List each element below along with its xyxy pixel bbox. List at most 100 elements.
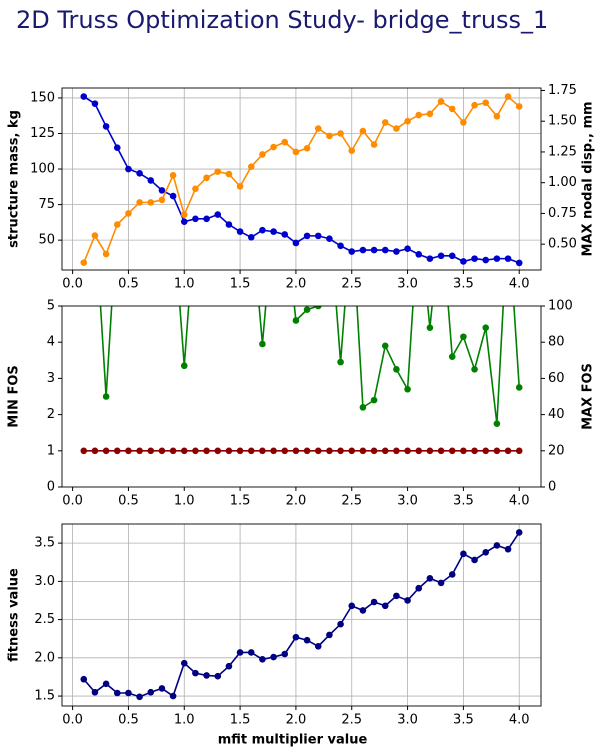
marker: [102, 680, 110, 688]
marker: [471, 447, 478, 455]
x-tick-label: 3.5: [453, 713, 474, 728]
marker: [292, 447, 300, 455]
marker: [102, 447, 110, 455]
x-axis-label: mfit multiplier value: [218, 733, 368, 748]
marker: [448, 105, 456, 113]
marker: [113, 221, 121, 228]
marker: [180, 659, 188, 667]
marker: [370, 598, 378, 606]
marker: [203, 174, 210, 182]
marker: [460, 119, 467, 126]
marker: [259, 447, 266, 455]
y2-tick-label: 80: [548, 335, 565, 350]
marker: [180, 218, 188, 225]
x-tick-label: 3.0: [397, 494, 418, 509]
x-tick-label: 2.5: [341, 277, 362, 292]
y-tick-label: 3.0: [34, 574, 55, 589]
y2-tick-label: 0: [548, 480, 556, 495]
marker: [471, 101, 478, 109]
marker: [426, 110, 434, 118]
y-tick-label: 5: [47, 299, 55, 314]
marker: [482, 324, 490, 332]
marker: [125, 165, 132, 173]
marker: [370, 246, 378, 254]
marker: [136, 170, 143, 177]
marker: [359, 607, 367, 614]
marker: [259, 226, 266, 234]
marker: [314, 125, 322, 132]
marker: [415, 584, 423, 592]
marker: [359, 246, 367, 254]
marker: [180, 362, 188, 370]
marker: [471, 556, 478, 564]
figure-title: 2D Truss Optimization Study- bridge_trus…: [16, 6, 548, 34]
marker: [460, 447, 467, 455]
x-tick-label: 2.0: [286, 713, 307, 728]
marker: [314, 447, 322, 455]
x-tick-label: 3.5: [453, 277, 474, 292]
marker: [270, 228, 277, 235]
marker: [147, 447, 155, 455]
marker: [404, 245, 411, 252]
marker: [91, 688, 99, 696]
marker: [292, 239, 300, 247]
marker: [236, 183, 244, 190]
marker: [460, 258, 467, 265]
marker: [471, 366, 478, 373]
marker: [471, 255, 478, 262]
marker: [270, 653, 277, 661]
marker: [359, 404, 367, 411]
marker: [314, 306, 322, 310]
marker: [91, 232, 99, 239]
marker: [113, 447, 121, 455]
y2-tick-label: 20: [548, 443, 565, 458]
marker: [515, 447, 523, 455]
marker: [381, 119, 389, 126]
marker: [415, 447, 423, 455]
marker: [158, 187, 166, 194]
series-line: [83, 531, 520, 698]
marker: [236, 228, 244, 235]
marker: [348, 447, 356, 455]
marker: [482, 256, 490, 264]
marker: [326, 132, 333, 140]
marker: [381, 447, 389, 455]
marker: [404, 597, 411, 604]
marker: [493, 447, 501, 455]
x-tick-label: 2.5: [341, 713, 362, 728]
marker: [337, 242, 344, 250]
marker: [448, 447, 456, 455]
marker: [448, 571, 456, 578]
marker: [515, 529, 523, 536]
marker: [314, 232, 322, 240]
marker: [426, 324, 434, 332]
axes-frame: [61, 523, 542, 707]
marker: [113, 144, 121, 152]
x-tick-label: 0.5: [118, 494, 139, 509]
marker: [225, 447, 233, 455]
marker: [326, 447, 333, 455]
marker: [437, 98, 445, 105]
marker: [381, 342, 389, 350]
marker: [303, 232, 311, 240]
marker: [214, 447, 222, 455]
marker: [180, 447, 188, 455]
plot-area: [80, 306, 523, 455]
marker: [259, 340, 266, 348]
marker: [136, 447, 143, 455]
y2-tick-label: 1.25: [548, 144, 577, 159]
marker: [281, 231, 289, 238]
marker: [437, 447, 445, 455]
marker: [113, 689, 121, 697]
marker: [493, 112, 501, 120]
marker: [169, 192, 177, 200]
marker: [515, 103, 523, 110]
marker: [303, 144, 311, 152]
y2-tick-label: 1.00: [548, 175, 577, 190]
marker: [270, 447, 277, 455]
marker: [348, 248, 356, 255]
marker: [493, 255, 501, 262]
marker: [292, 633, 300, 641]
x-tick-label: 0.5: [118, 713, 139, 728]
